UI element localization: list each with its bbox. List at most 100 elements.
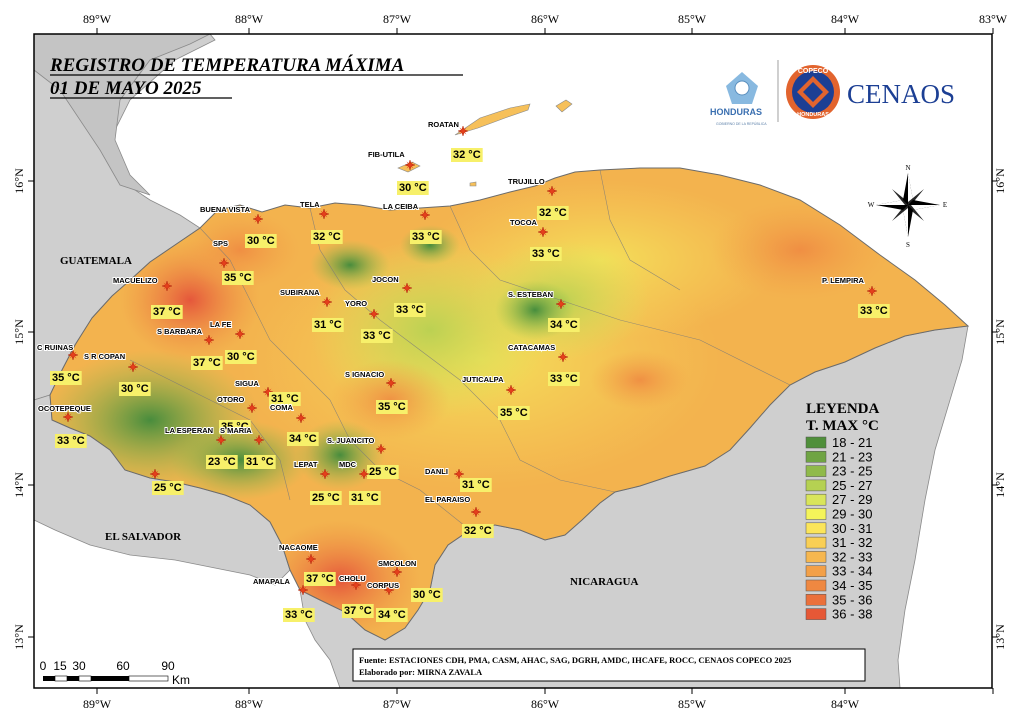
department-border-line xyxy=(459,379,616,493)
lon-label-top: 87°W xyxy=(383,12,412,26)
station-value: 31 °C xyxy=(462,479,490,491)
station-name: COMA xyxy=(270,403,293,412)
station-marker-icon xyxy=(161,280,173,292)
station-value-bg xyxy=(222,271,254,285)
graticule: 89°W 89°W 88°W 88°W 87°W 87°W 86°W 86°W 85°W 85°W… xyxy=(12,12,1008,711)
station-value: 32 °C xyxy=(313,231,341,243)
lon-label-top: 86°W xyxy=(531,12,560,26)
station: SPS 35 °C xyxy=(212,238,254,285)
station-marker-icon xyxy=(557,351,569,363)
guanaja-island xyxy=(555,99,573,113)
station-name: S BARBARA xyxy=(157,327,203,336)
station-value-bg xyxy=(283,608,315,622)
copeco-bottom-text: HONDURAS xyxy=(797,112,829,118)
station-value-bg xyxy=(349,491,381,505)
legend-item: 23 - 25 xyxy=(805,464,872,479)
station-value-bg xyxy=(310,491,342,505)
station-name: SUBIRANA xyxy=(280,288,320,297)
station-value-bg xyxy=(312,318,344,332)
station-marker-icon xyxy=(505,384,517,396)
station-value-bg xyxy=(311,230,343,244)
lat-label-left: 16°N xyxy=(12,168,26,194)
station: DANLI 31 °C xyxy=(424,466,492,492)
station: CHOLU 37 °C xyxy=(338,573,374,618)
station-name: SIGUA xyxy=(235,379,259,388)
legend-label: 30 - 31 xyxy=(832,521,872,536)
station-name: CHOLU xyxy=(339,574,366,583)
scale-tick-label: 15 xyxy=(53,659,67,673)
station: EL PARAISO 32 °C xyxy=(424,494,494,538)
compass-w: W xyxy=(868,201,875,209)
station-value-bg xyxy=(858,304,890,318)
station-value-bg xyxy=(244,455,276,469)
orange-juticalpa-field xyxy=(590,350,690,410)
station-name: S. JUANCITO xyxy=(327,436,375,445)
station-name: TOCOA xyxy=(510,218,538,227)
station-value: 35 °C xyxy=(52,372,80,384)
station-value: 33 °C xyxy=(550,373,578,385)
station-value: 34 °C xyxy=(289,433,317,445)
station-marker-icon xyxy=(546,185,558,197)
lon-label-top: 84°W xyxy=(831,12,860,26)
compass-diagonal-icon xyxy=(892,189,924,221)
station-name: JOCON xyxy=(372,275,399,284)
cenaos-logo-text: CENAOS xyxy=(847,79,955,109)
station-value: 30 °C xyxy=(247,235,275,247)
scale-bar: 0 15 30 60 90 Km xyxy=(40,659,190,687)
station-value: 25 °C xyxy=(369,466,397,478)
station-value-bg xyxy=(367,465,399,479)
station-value: 25 °C xyxy=(312,492,340,504)
station-value: 37 °C xyxy=(344,605,372,617)
guatemala-label: GUATEMALA xyxy=(60,255,132,267)
station-name: LA CEIBA xyxy=(383,202,419,211)
legend-label: 34 - 35 xyxy=(832,578,872,593)
station-value-bg xyxy=(245,234,277,248)
station-value-bg xyxy=(530,247,562,261)
station-name: TELA xyxy=(300,200,320,209)
station-value-bg xyxy=(269,392,301,406)
copeco-diamond-inner-icon xyxy=(803,82,823,102)
nicaragua-label: NICARAGUA xyxy=(570,576,639,588)
lon-label-top: 83°W xyxy=(979,12,1008,26)
station-marker-icon xyxy=(149,468,161,480)
station-value: 33 °C xyxy=(285,609,313,621)
green-jocon-field xyxy=(310,240,390,290)
station-value-bg xyxy=(361,329,393,343)
station-name: SMCOLON xyxy=(378,559,416,568)
station: SMCOLON 30 °C xyxy=(377,558,443,602)
station-value: 33 °C xyxy=(57,435,85,447)
legend-label: 32 - 33 xyxy=(832,549,872,564)
station-value-bg xyxy=(225,350,257,364)
station-marker-icon xyxy=(321,296,333,308)
legend-label: 21 - 23 xyxy=(832,449,872,464)
station-value-bg xyxy=(460,478,492,492)
station-marker-icon xyxy=(537,226,549,238)
station: P. LEMPIRA 33 °C xyxy=(821,275,890,318)
station-value-bg xyxy=(287,432,319,446)
legend-item: 34 - 35 xyxy=(805,578,872,593)
station-name: P. LEMPIRA xyxy=(822,276,865,285)
legend-item: 18 - 21 xyxy=(805,435,872,450)
station: S BARBARA 37 °C xyxy=(156,326,223,370)
department-border-line xyxy=(599,169,681,291)
station-name: OTORO xyxy=(217,395,245,404)
station-name: MACUELIZO xyxy=(113,276,158,285)
station-marker-icon xyxy=(385,377,397,389)
compass-n: N xyxy=(905,164,910,172)
station-value-bg xyxy=(342,604,374,618)
station-value: 23 °C xyxy=(208,456,236,468)
station-value-bg xyxy=(206,455,238,469)
station: CORPUS 34 °C xyxy=(366,580,408,622)
legend-swatch xyxy=(805,508,827,520)
map-title: REGISTRO DE TEMPERATURA MÁXIMA xyxy=(49,54,404,76)
station-name: S. ESTEBAN xyxy=(508,290,553,299)
compass-rose: N S E W xyxy=(868,164,947,249)
legend-swatch xyxy=(805,551,827,563)
station-value: 35 °C xyxy=(500,407,528,419)
station-marker-icon xyxy=(305,553,317,565)
legend-item: 21 - 23 xyxy=(805,449,872,464)
station-value: 30 °C xyxy=(227,351,255,363)
honduras-seal-dot-icon xyxy=(734,80,750,96)
station: LA ESPERAN 23 °C xyxy=(164,425,238,469)
